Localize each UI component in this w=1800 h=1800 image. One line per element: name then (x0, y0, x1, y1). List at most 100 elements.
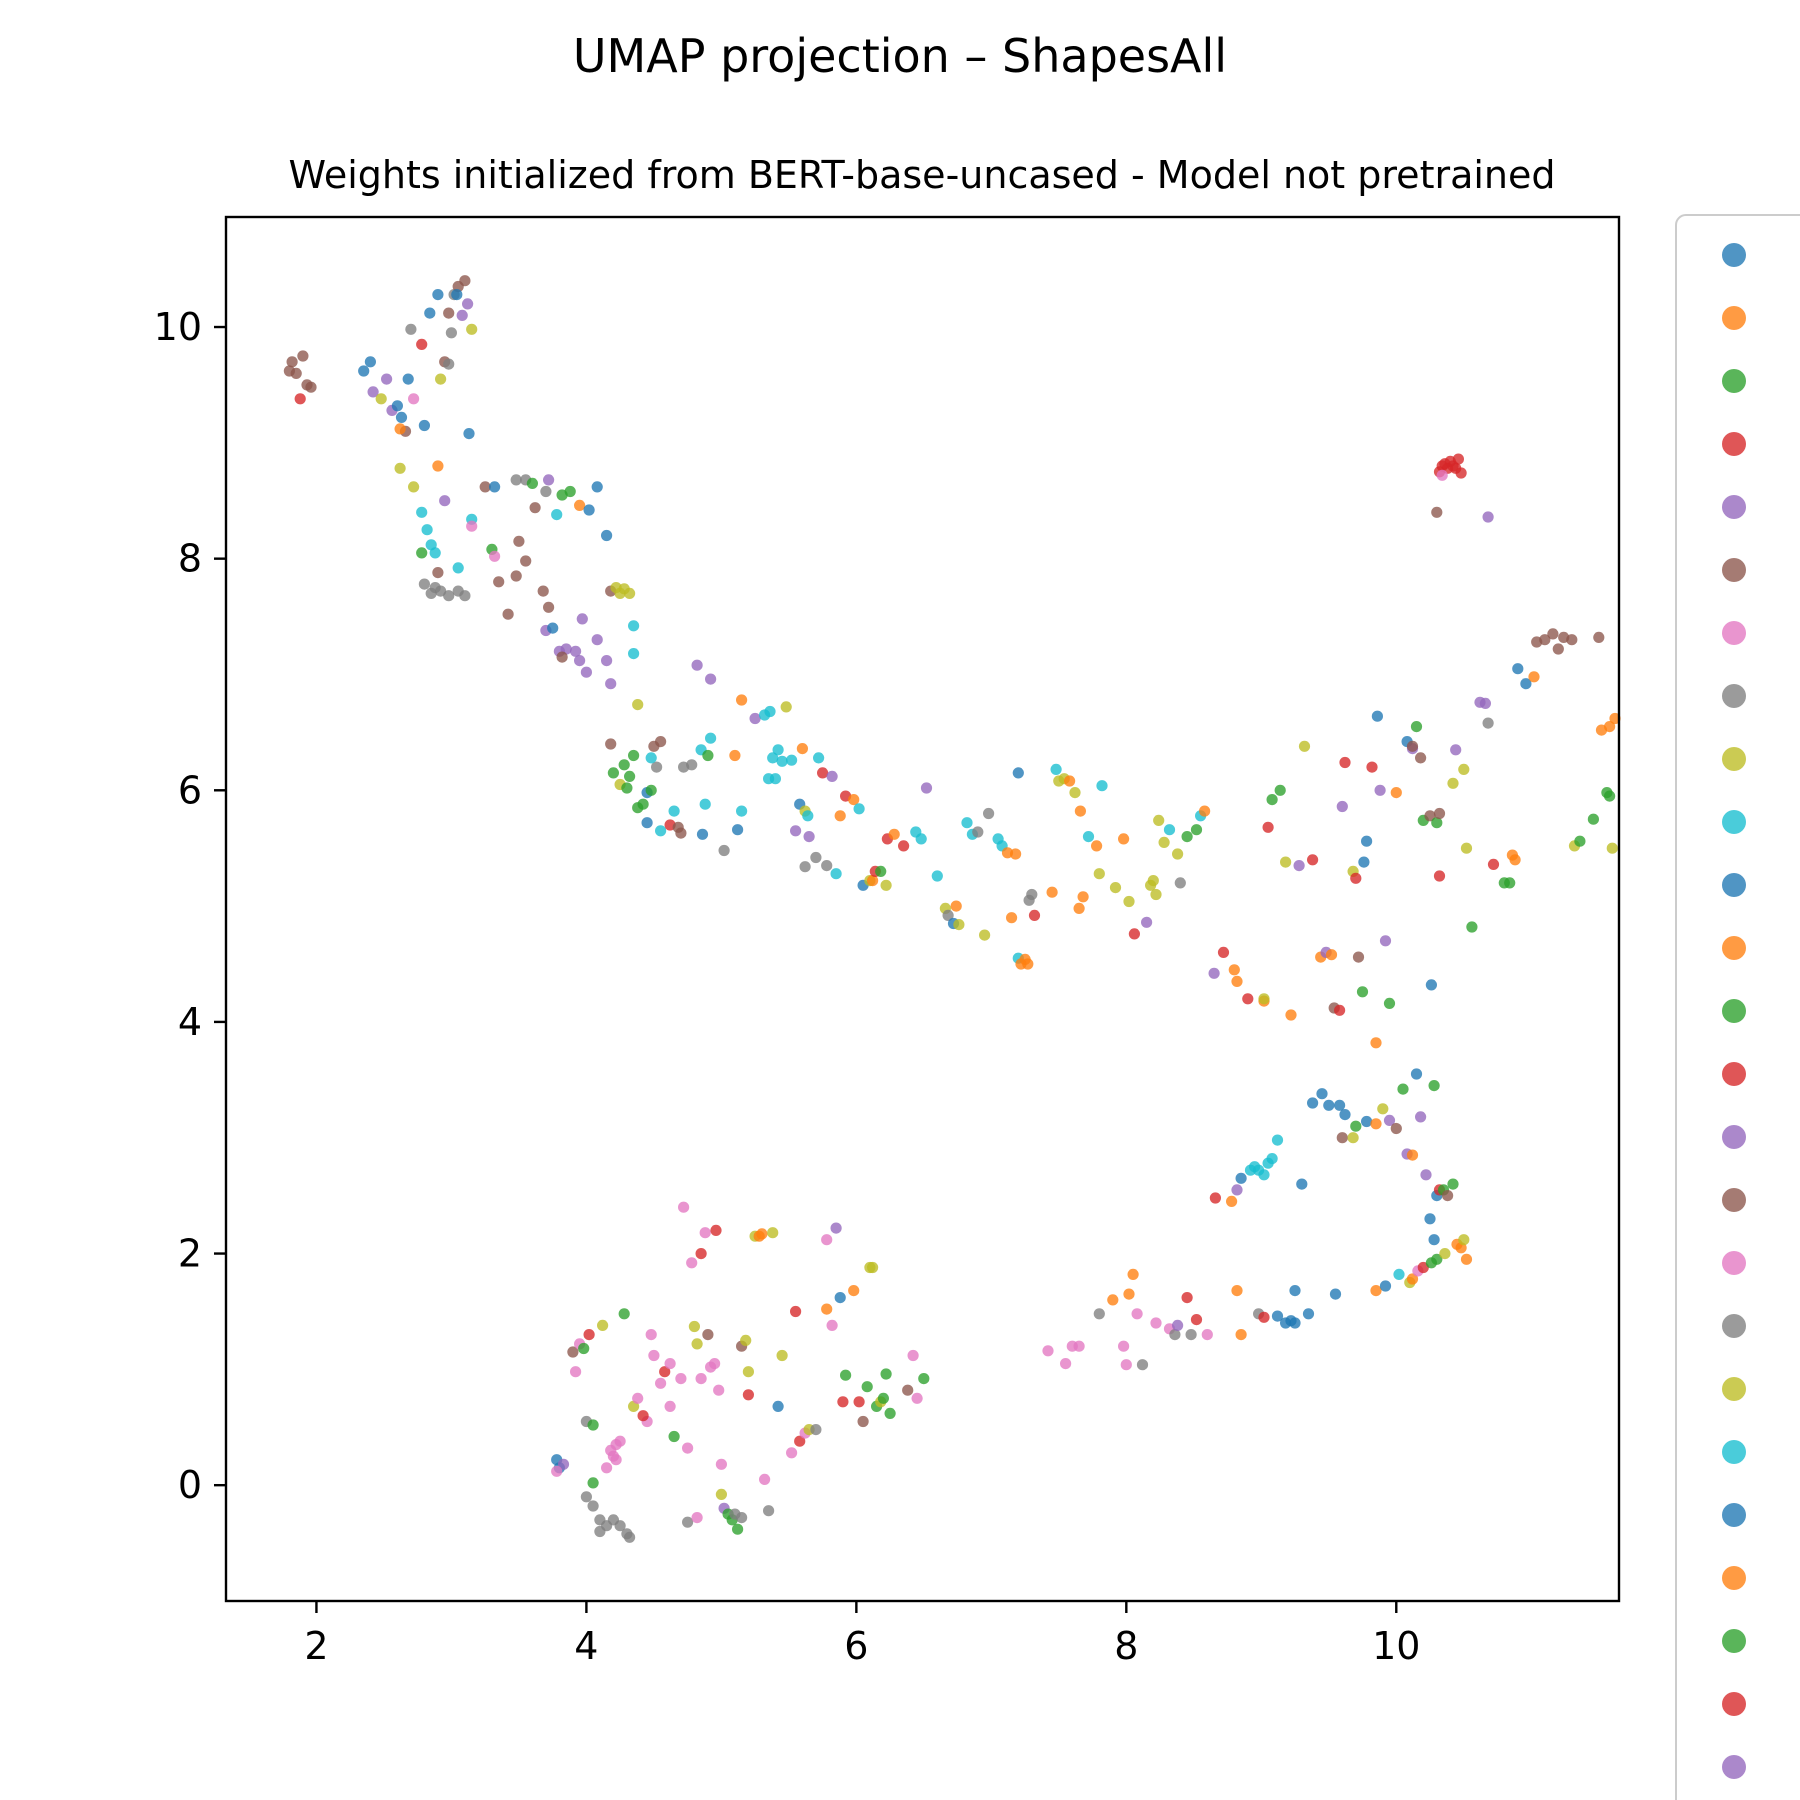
scatter-point (1325, 949, 1338, 961)
scatter-point (624, 1531, 636, 1543)
legend-marker (1722, 1377, 1746, 1401)
scatter-point (416, 338, 428, 350)
scatter-point (1123, 895, 1135, 908)
scatter-point (764, 705, 776, 718)
scatter-point (1420, 1169, 1432, 1181)
scatter-point (840, 1369, 852, 1381)
scatter-point (1431, 1253, 1443, 1265)
scatter-point (570, 1366, 582, 1378)
scatter-point (459, 590, 471, 602)
scatter-point (537, 585, 549, 597)
scatter-point (429, 547, 441, 559)
scatter-point (405, 323, 417, 335)
scatter-point (848, 1285, 860, 1297)
scatter-point (462, 298, 474, 310)
scatter-point (1082, 831, 1095, 843)
scatter-point (557, 1458, 570, 1470)
scatter-point (1574, 835, 1586, 847)
scatter-points (283, 275, 1621, 1543)
scatter-point (902, 1384, 914, 1396)
scatter-point (749, 712, 761, 725)
scatter-point (1172, 1319, 1184, 1331)
scatter-point (1431, 817, 1443, 829)
scatter-point (718, 844, 730, 857)
scatter-point (580, 666, 593, 678)
scatter-point (1339, 756, 1351, 769)
scatter-point (358, 365, 370, 377)
scatter-point (574, 499, 586, 511)
scatter-point (479, 481, 491, 493)
scatter-point (691, 659, 703, 671)
scatter-point (456, 309, 468, 321)
scatter-point (574, 655, 586, 667)
scatter-point (402, 373, 414, 385)
scatter-point (1181, 831, 1193, 843)
scatter-point (1352, 951, 1365, 963)
scatter-point (740, 1334, 752, 1346)
scatter-point (772, 1400, 784, 1412)
scatter-point (1482, 511, 1494, 523)
legend-marker (1722, 1566, 1746, 1590)
scatter-point (799, 861, 811, 873)
scatter-point (432, 289, 444, 301)
scatter-point (1258, 1311, 1270, 1323)
legend-marker (1722, 621, 1746, 645)
scatter-point (1190, 1314, 1203, 1326)
scatter-point (1466, 921, 1478, 933)
scatter-point (628, 648, 640, 660)
scatter-point (803, 831, 815, 843)
scatter-point (583, 504, 595, 516)
scatter-point (884, 1407, 896, 1419)
scatter-point (1141, 916, 1153, 928)
scatter-point (605, 678, 617, 690)
scatter-point (857, 1415, 869, 1428)
scatter-point (556, 651, 568, 663)
scatter-point (1258, 1169, 1270, 1181)
scatter-point (983, 807, 995, 820)
scatter-point (443, 307, 455, 319)
scatter-point (394, 423, 406, 435)
scatter-point (1539, 634, 1551, 646)
scatter-point (1397, 1083, 1409, 1095)
scatter-point (911, 1392, 923, 1404)
scatter-point (1509, 854, 1521, 866)
scatter-point (790, 825, 802, 837)
scatter-point (1028, 909, 1041, 922)
scatter-point (1487, 858, 1500, 871)
scatter-point (1109, 882, 1122, 894)
scatter-point (587, 1419, 599, 1431)
scatter-point (1479, 697, 1491, 710)
scatter-point (1077, 891, 1089, 903)
scatter-point (705, 732, 717, 744)
scatter-point (1606, 842, 1618, 854)
scatter-point (655, 1377, 667, 1389)
scatter-point (551, 1465, 563, 1477)
scatter-point (767, 1227, 779, 1239)
y-tick-label: 10 (154, 305, 202, 349)
scatter-point (1450, 744, 1462, 756)
scatter-point (1377, 1103, 1389, 1115)
scatter-point (1452, 453, 1464, 465)
scatter-point (391, 400, 403, 412)
scatter-point (1172, 848, 1184, 860)
scatter-point (1209, 1192, 1221, 1204)
scatter-point (742, 1389, 755, 1401)
scatter-point (1226, 1195, 1238, 1207)
scatter-point (1415, 1111, 1427, 1123)
scatter-point (1329, 1288, 1342, 1300)
legend-marker (1722, 999, 1746, 1023)
scatter-point (682, 1442, 694, 1454)
scatter-point (1163, 824, 1176, 836)
scatter-point (776, 755, 788, 767)
scatter-point (1123, 1288, 1135, 1300)
scatter-point (1006, 912, 1018, 924)
scatter-point (664, 1358, 676, 1370)
scatter-point (1604, 721, 1616, 733)
scatter-point (1379, 1280, 1392, 1292)
scatter-point (601, 1462, 613, 1474)
y-axis: 0 2 4 6 8 10 (154, 305, 226, 1507)
scatter-point (1431, 506, 1443, 518)
scatter-point (651, 761, 663, 773)
legend-marker (1722, 1692, 1746, 1716)
